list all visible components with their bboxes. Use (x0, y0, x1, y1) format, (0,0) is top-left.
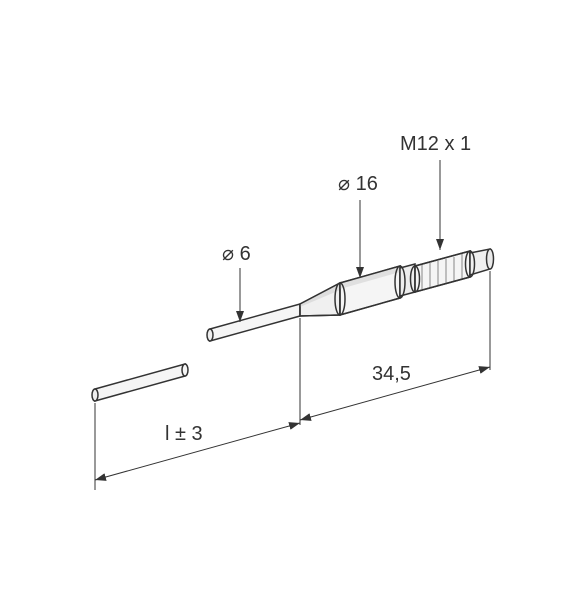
label-dia16: ⌀ 16 (338, 173, 378, 195)
dimension-drawing: M12 x 1 ⌀ 16 ⌀ 6 34,5 l ± 3 (0, 0, 565, 608)
cylinder-body (335, 266, 400, 315)
label-thread: M12 x 1 (400, 133, 471, 155)
connector-tip (466, 249, 494, 277)
label-body-length: 34,5 (372, 363, 411, 385)
label-dia6: ⌀ 6 (222, 243, 251, 265)
dim-dia16: ⌀ 16 (338, 173, 378, 278)
thread-section (411, 251, 471, 292)
probe-left-segment (92, 364, 188, 401)
dim-body-length: 34,5 (300, 363, 490, 420)
dim-probe-length: l ± 3 (95, 423, 300, 480)
label-probe-length: l ± 3 (165, 423, 203, 445)
cone-transition (300, 283, 340, 316)
dim-thread: M12 x 1 (400, 133, 471, 250)
probe-right-segment (207, 304, 300, 341)
dim-dia6: ⌀ 6 (222, 243, 251, 322)
